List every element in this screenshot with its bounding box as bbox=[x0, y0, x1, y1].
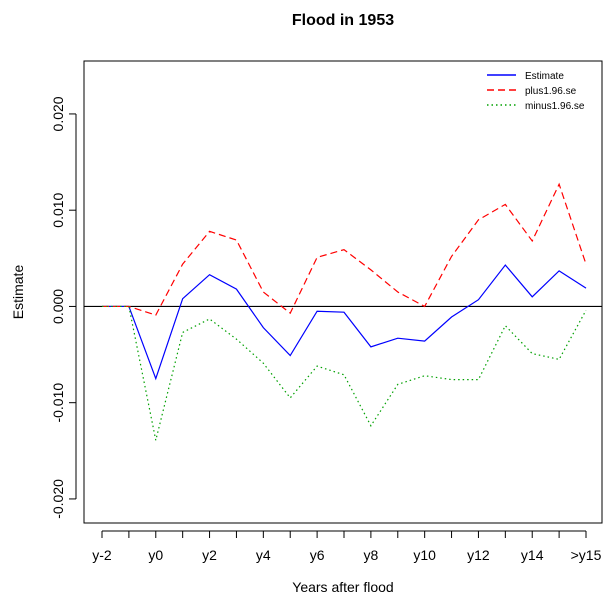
x-tick-label: y14 bbox=[521, 547, 544, 563]
plot-frame bbox=[84, 61, 602, 523]
x-axis-label: Years after flood bbox=[292, 579, 393, 595]
y-tick-label: 0.010 bbox=[50, 192, 66, 227]
x-tick-label: y0 bbox=[148, 547, 163, 563]
legend-label: Estimate bbox=[525, 71, 564, 82]
x-tick-label: y10 bbox=[413, 547, 436, 563]
x-tick-label: y6 bbox=[310, 547, 325, 563]
y-tick-label: -0.010 bbox=[50, 383, 66, 423]
x-tick-label: >y15 bbox=[571, 547, 602, 563]
x-tick-label: y8 bbox=[363, 547, 378, 563]
x-tick-label: y4 bbox=[256, 547, 271, 563]
x-tick-label: y-2 bbox=[92, 547, 112, 563]
series-line-minus1-96-se bbox=[102, 306, 586, 440]
y-tick-label: 0.000 bbox=[50, 289, 66, 324]
plot-area bbox=[84, 184, 602, 440]
y-tick-label: 0.020 bbox=[50, 96, 66, 131]
chart-title: Flood in 1953 bbox=[292, 12, 394, 29]
legend: Estimate plus1.96.se minus1.96.se bbox=[487, 71, 585, 112]
legend-label: minus1.96.se bbox=[525, 101, 585, 112]
series-line-estimate bbox=[102, 265, 586, 379]
y-axis-label: Estimate bbox=[10, 265, 26, 320]
y-tick-label: -0.020 bbox=[50, 479, 66, 519]
x-tick-label: y2 bbox=[202, 547, 217, 563]
axes: y-2 y0 y2 y4 y6 y8 y10 y12 y14 >y15 -0.020 -0.010 0.… bbox=[50, 96, 602, 563]
x-tick-label: y12 bbox=[467, 547, 490, 563]
legend-label: plus1.96.se bbox=[525, 86, 577, 97]
